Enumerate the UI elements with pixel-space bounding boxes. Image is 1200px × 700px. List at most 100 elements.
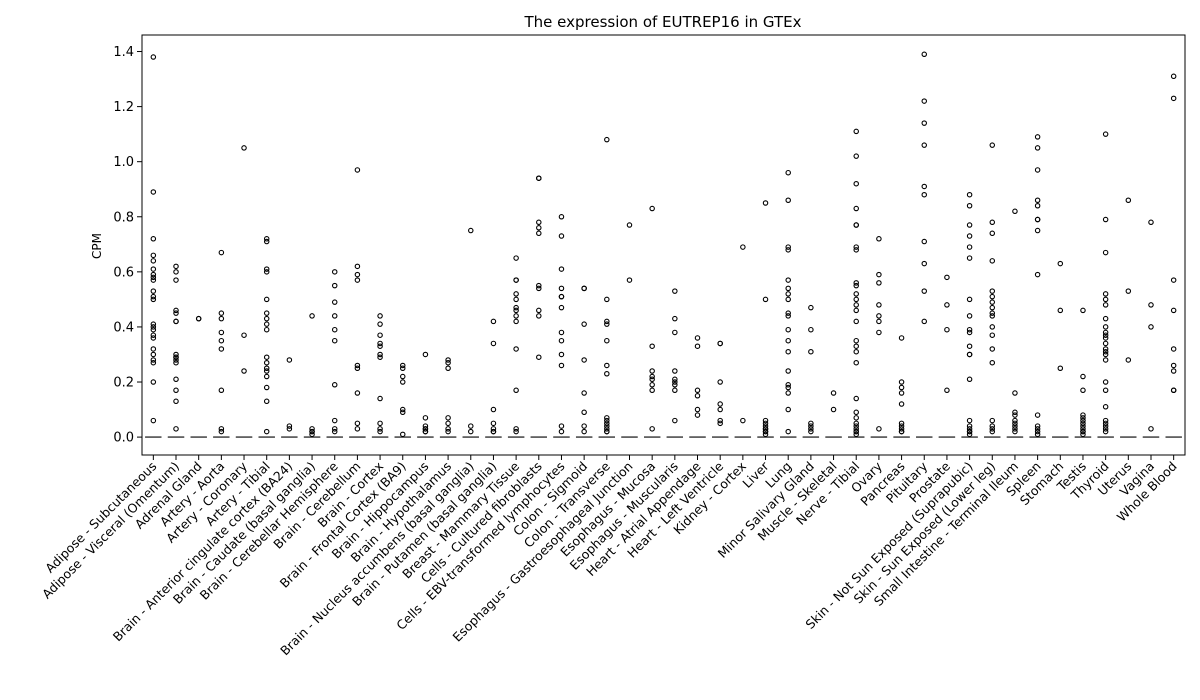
outlier-point: [604, 337, 610, 344]
outlier-point: [762, 431, 769, 438]
outlier-point: [672, 376, 678, 383]
box-group: [235, 145, 253, 438]
outlier-point: [989, 310, 996, 316]
outlier-point: [263, 384, 270, 391]
outlier-point: [1012, 426, 1018, 432]
outlier-point: [263, 310, 270, 316]
outlier-point: [853, 296, 859, 303]
box-group: [349, 167, 366, 438]
outlier-point: [717, 379, 723, 385]
outlier-point: [536, 282, 542, 289]
box-group: [258, 236, 275, 438]
outlier-point: [1080, 307, 1086, 314]
outlier-point: [1170, 277, 1177, 283]
outlier-point: [1080, 423, 1086, 429]
x-tick-label: Adipose - Visceral (Omentum): [39, 459, 182, 602]
outlier-point: [399, 431, 406, 438]
outlier-point: [513, 318, 519, 325]
outlier-point: [853, 153, 859, 159]
outlier-point: [1148, 426, 1154, 432]
outlier-point: [399, 373, 406, 380]
y-tick-label: 0.2: [113, 376, 134, 391]
outlier-point: [876, 426, 882, 432]
outlier-point: [853, 420, 859, 427]
outlier-point: [490, 428, 497, 435]
outlier-point: [263, 238, 270, 245]
outlier-point: [989, 293, 996, 300]
outlier-point: [989, 304, 996, 311]
outlier-point: [173, 263, 179, 270]
outlier-point: [241, 145, 247, 151]
outlier-point: [263, 236, 270, 242]
outlier-point: [966, 426, 973, 432]
box-series: [145, 51, 1182, 438]
outlier-point: [785, 348, 791, 355]
outlier-point: [898, 379, 905, 385]
outlier-point: [762, 428, 769, 435]
outlier-point: [785, 384, 791, 391]
outlier-point: [921, 183, 927, 190]
outlier-point: [558, 428, 565, 435]
outlier-point: [286, 426, 293, 432]
outlier-point: [1012, 428, 1018, 435]
outlier-point: [1102, 346, 1109, 352]
outlier-point: [1102, 417, 1109, 424]
outlier-point: [853, 423, 859, 429]
outlier-point: [581, 423, 587, 429]
outlier-point: [173, 354, 179, 360]
outlier-point: [785, 368, 791, 374]
outlier-point: [173, 277, 179, 283]
outlier-point: [1102, 357, 1109, 363]
box-group: [666, 288, 683, 438]
box-group: [734, 244, 752, 438]
outlier-point: [218, 346, 225, 352]
box-group: [598, 136, 615, 438]
box-group: [371, 313, 389, 438]
outlier-point: [853, 428, 859, 435]
y-axis-label: CPM: [90, 233, 104, 259]
outlier-point: [1080, 428, 1086, 435]
outlier-point: [762, 417, 769, 424]
outlier-point: [422, 428, 429, 435]
outlier-point: [218, 426, 225, 432]
outlier-point: [898, 420, 905, 427]
outlier-point: [150, 335, 157, 341]
outlier-point: [399, 409, 406, 416]
outlier-point: [1080, 373, 1086, 380]
outlier-point: [309, 426, 315, 432]
outlier-point: [853, 431, 859, 438]
outlier-point: [263, 365, 270, 371]
outlier-point: [513, 313, 519, 319]
box-group: [575, 285, 593, 438]
outlier-point: [150, 417, 157, 424]
outlier-point: [785, 247, 791, 253]
outlier-point: [1080, 415, 1086, 421]
outlier-point: [853, 409, 859, 416]
outlier-point: [717, 340, 723, 347]
outlier-point: [150, 271, 157, 278]
outlier-point: [263, 296, 270, 303]
outlier-point: [876, 302, 882, 308]
box-group: [507, 255, 525, 438]
outlier-point: [150, 274, 157, 281]
outlier-point: [1170, 307, 1177, 314]
outlier-point: [331, 326, 338, 333]
outlier-point: [536, 354, 542, 360]
outlier-point: [989, 428, 996, 435]
box-group: [780, 169, 797, 438]
outlier-point: [898, 335, 905, 341]
outlier-point: [536, 225, 542, 231]
outlier-point: [150, 288, 157, 294]
outlier-point: [1170, 95, 1177, 102]
box-group: [303, 313, 321, 438]
outlier-point: [1012, 208, 1018, 215]
outlier-point: [694, 387, 701, 394]
outlier-point: [1012, 420, 1018, 427]
outlier-point: [150, 189, 157, 195]
outlier-point: [468, 423, 474, 429]
outlier-point: [513, 387, 519, 394]
outlier-point: [649, 368, 655, 374]
outlier-point: [173, 398, 179, 405]
outlier-point: [1034, 145, 1041, 151]
outlier-point: [331, 382, 338, 388]
